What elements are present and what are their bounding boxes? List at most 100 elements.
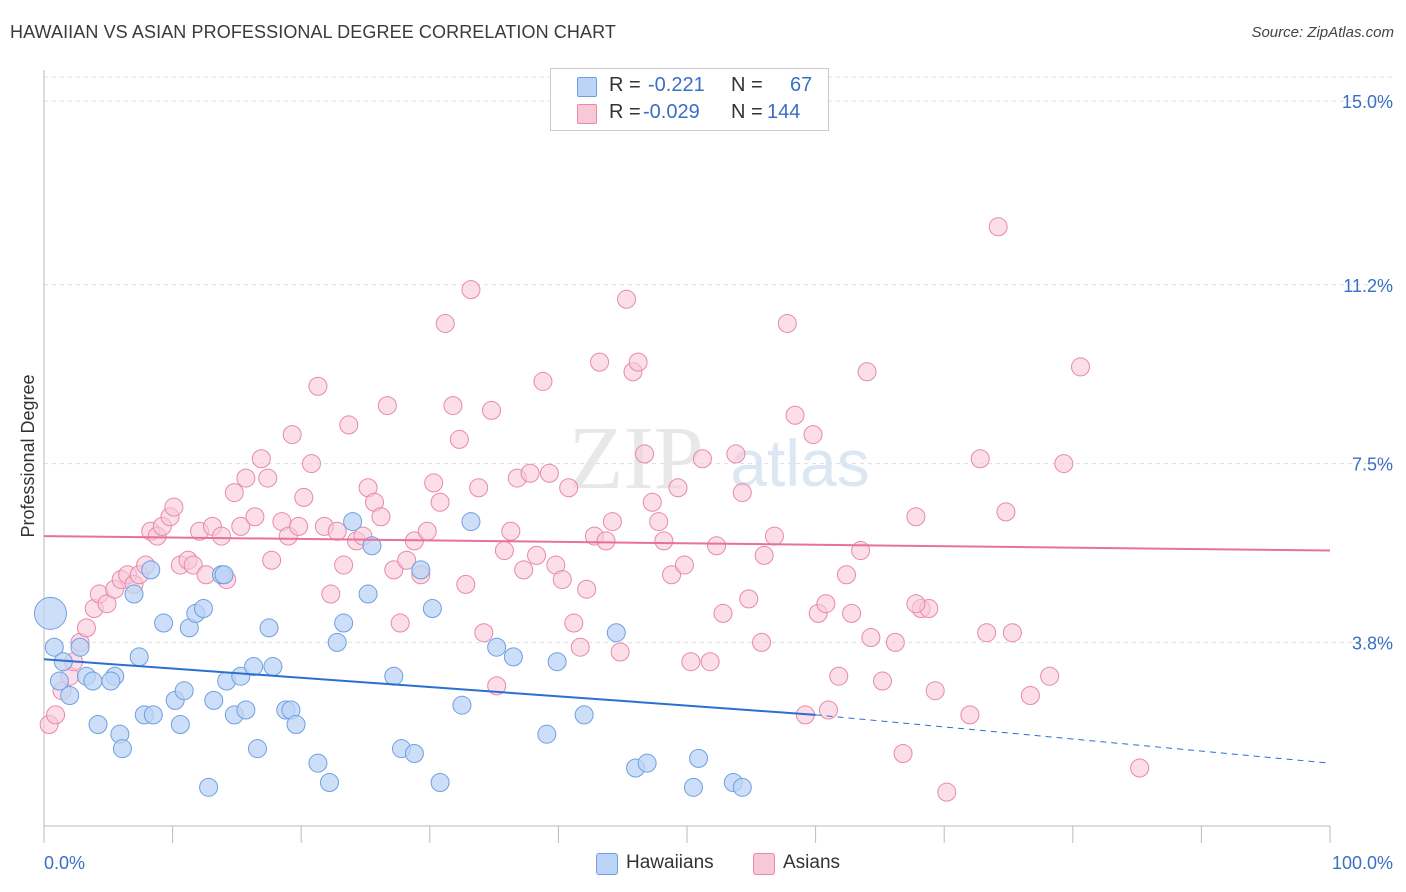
hawaiian-point — [327, 632, 347, 652]
asian-point — [1002, 623, 1022, 643]
asian-point — [785, 405, 805, 425]
asian-point — [577, 579, 597, 599]
asian-point — [754, 545, 774, 565]
asian-point — [211, 526, 231, 546]
asian-point — [371, 507, 391, 527]
asian-point — [469, 478, 489, 498]
hawaiian-point — [362, 536, 382, 556]
asian-point — [649, 512, 669, 532]
hawaiian-point — [247, 739, 267, 759]
hawaiian-point — [334, 613, 354, 633]
asian-point — [857, 362, 877, 382]
asian-point — [726, 444, 746, 464]
hawaiian-point — [70, 637, 90, 657]
asian-point — [327, 521, 347, 541]
asian-point — [906, 507, 926, 527]
asian-point — [732, 483, 752, 503]
asian-point — [424, 473, 444, 493]
hawaiian-point — [487, 637, 507, 657]
hawaiian-point — [547, 652, 567, 672]
y-tick-label: 3.8% — [1352, 633, 1393, 653]
asian-point — [610, 642, 630, 662]
hawaiians-swatch — [577, 77, 597, 97]
asian-point — [501, 521, 521, 541]
asian-point — [417, 521, 437, 541]
asian-point — [713, 603, 733, 623]
source-credit: Source: ZipAtlas.com — [1251, 24, 1394, 41]
asian-point — [764, 526, 784, 546]
asian-point — [700, 652, 720, 672]
stats-legend: R = -0.221 N = 67 R = -0.029 N = 144 — [550, 68, 829, 131]
asian-point — [635, 444, 655, 464]
asians-trend-line — [43, 535, 1331, 552]
asian-point — [707, 536, 727, 556]
asian-point — [692, 449, 712, 469]
asian-point — [937, 782, 957, 802]
hawaiian-point — [384, 666, 404, 686]
asian-point — [654, 531, 674, 551]
asian-point — [289, 516, 309, 536]
hawaiian-point — [33, 596, 67, 630]
asian-point — [487, 676, 507, 696]
tick-labels: 3.8% 7.5% 11.2% 15.0% 0.0% 100.0% — [44, 92, 1393, 873]
hawaiian-point — [358, 584, 378, 604]
hawaiian-point — [683, 777, 703, 797]
hawaiian-point — [286, 715, 306, 735]
hawaiians-legend-swatch — [596, 853, 618, 875]
watermark: ZIP atlas — [569, 409, 870, 508]
asian-point — [251, 449, 271, 469]
hawaiian-point — [430, 773, 450, 793]
asian-point — [628, 352, 648, 372]
asian-point — [533, 371, 553, 391]
asian-point — [236, 468, 256, 488]
watermark-atlas: atlas — [730, 426, 869, 500]
y-tick-label: 11.2% — [1343, 276, 1393, 296]
legend-n-value: 67 — [790, 74, 813, 96]
asian-point — [829, 666, 849, 686]
asian-point — [925, 681, 945, 701]
asian-point — [494, 541, 514, 561]
asian-point — [514, 560, 534, 580]
hawaiian-point — [101, 671, 121, 691]
asian-point — [308, 376, 328, 396]
hawaiian-point — [199, 777, 219, 797]
asian-point — [224, 483, 244, 503]
asian-point — [377, 396, 397, 416]
asian-point — [449, 429, 469, 449]
asian-point — [474, 623, 494, 643]
asians-points — [39, 217, 1150, 802]
asian-point — [334, 555, 354, 575]
hawaiian-point — [143, 705, 163, 725]
asian-point — [443, 396, 463, 416]
asian-point — [231, 516, 251, 536]
asian-point — [482, 400, 502, 420]
asian-point — [739, 589, 759, 609]
asian-point — [430, 492, 450, 512]
asian-point — [970, 449, 990, 469]
hawaiian-point — [154, 613, 174, 633]
asian-point — [183, 555, 203, 575]
asian-point — [668, 478, 688, 498]
hawaiian-point — [259, 618, 279, 638]
hawaiians-legend-label: Hawaiians — [626, 852, 714, 873]
grid-lines — [44, 76, 1392, 643]
hawaiian-point — [193, 599, 213, 619]
asian-point — [520, 463, 540, 483]
legend-r-value: -0.221 — [648, 74, 705, 96]
asian-point — [461, 280, 481, 300]
asian-point — [816, 594, 836, 614]
legend-n-label: N = — [731, 74, 763, 96]
asian-point — [384, 560, 404, 580]
legend-row-hawaiians: R = -0.221 N = 67 — [551, 74, 828, 100]
asian-point — [662, 565, 682, 585]
hawaiian-point — [170, 715, 190, 735]
asian-point — [435, 313, 455, 333]
asian-point — [885, 632, 905, 652]
asian-point — [282, 425, 302, 445]
hawaiian-point — [141, 560, 161, 580]
hawaiian-point — [689, 748, 709, 768]
asians-legend-label: Asians — [783, 852, 841, 873]
y-axis-label: Professional Degree — [18, 374, 38, 537]
asian-point — [245, 507, 265, 527]
